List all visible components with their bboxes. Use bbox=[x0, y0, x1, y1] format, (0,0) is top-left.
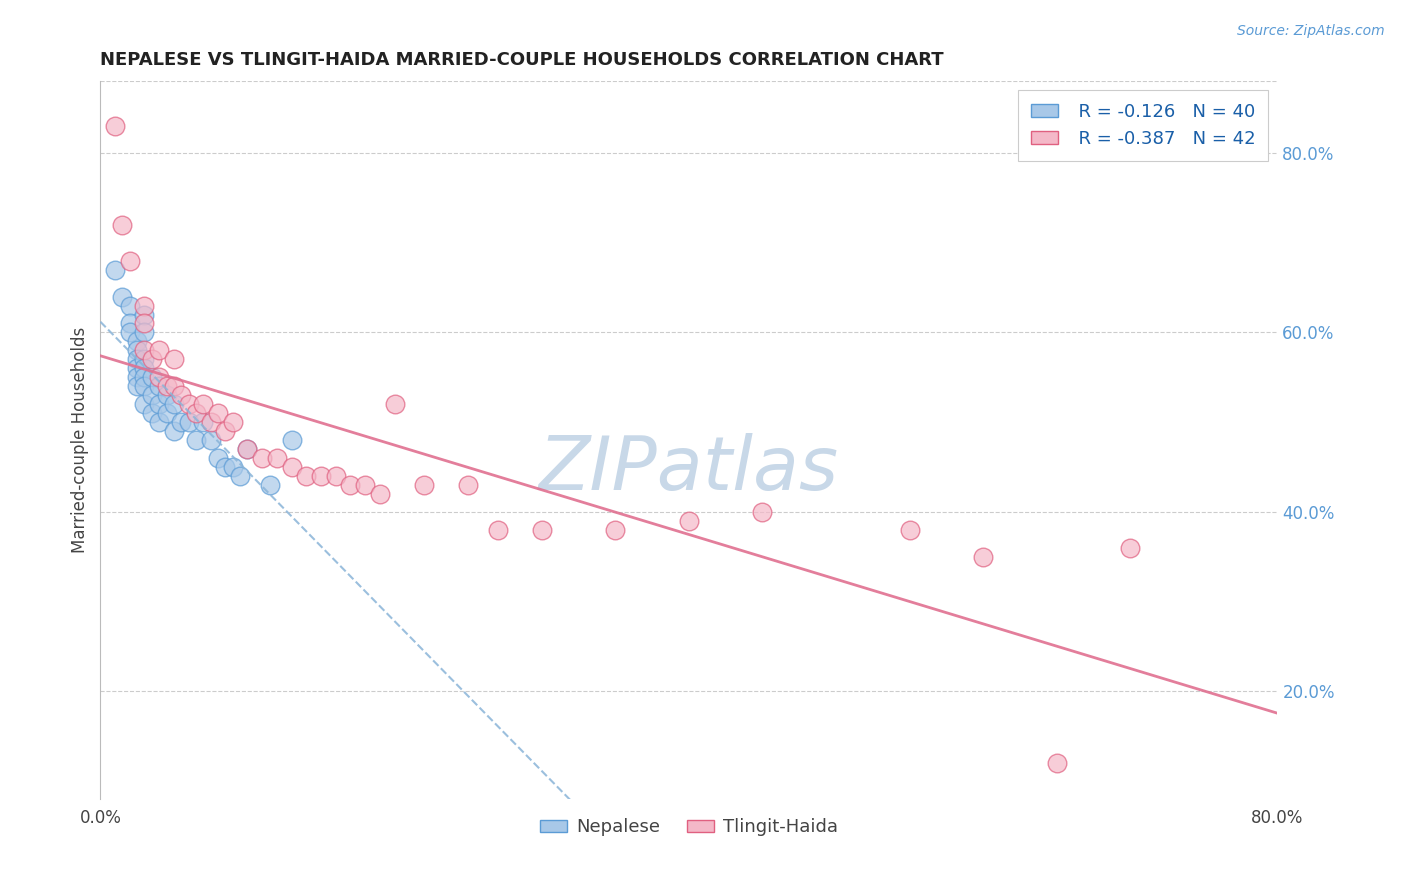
Point bbox=[184, 406, 207, 420]
Point bbox=[222, 460, 245, 475]
Point bbox=[170, 388, 193, 402]
Point bbox=[141, 370, 163, 384]
Point bbox=[163, 424, 186, 438]
Point bbox=[207, 450, 229, 465]
Point bbox=[309, 469, 332, 483]
Y-axis label: Married-couple Households: Married-couple Households bbox=[72, 327, 89, 553]
Point bbox=[134, 308, 156, 322]
Point bbox=[134, 317, 156, 331]
Point bbox=[200, 415, 222, 429]
Point bbox=[177, 397, 200, 411]
Point bbox=[104, 262, 127, 277]
Point bbox=[111, 290, 134, 304]
Point bbox=[148, 343, 170, 358]
Point bbox=[118, 317, 141, 331]
Point bbox=[170, 415, 193, 429]
Point bbox=[1046, 756, 1069, 770]
Point bbox=[193, 397, 215, 411]
Point bbox=[250, 450, 273, 465]
Text: NEPALESE VS TLINGIT-HAIDA MARRIED-COUPLE HOUSEHOLDS CORRELATION CHART: NEPALESE VS TLINGIT-HAIDA MARRIED-COUPLE… bbox=[100, 51, 943, 69]
Point bbox=[163, 397, 186, 411]
Point bbox=[368, 487, 391, 501]
Point bbox=[148, 415, 170, 429]
Point bbox=[141, 352, 163, 367]
Point bbox=[127, 379, 149, 393]
Legend: Nepalese, Tlingit-Haida: Nepalese, Tlingit-Haida bbox=[533, 811, 845, 844]
Point bbox=[127, 370, 149, 384]
Point bbox=[118, 326, 141, 340]
Point bbox=[134, 326, 156, 340]
Point bbox=[134, 299, 156, 313]
Point bbox=[134, 370, 156, 384]
Point bbox=[141, 406, 163, 420]
Point bbox=[134, 397, 156, 411]
Point bbox=[163, 352, 186, 367]
Point bbox=[155, 379, 177, 393]
Point bbox=[148, 379, 170, 393]
Point bbox=[280, 433, 302, 447]
Point bbox=[259, 478, 281, 492]
Point bbox=[148, 397, 170, 411]
Point bbox=[266, 450, 288, 465]
Point bbox=[457, 478, 479, 492]
Point bbox=[354, 478, 377, 492]
Point bbox=[111, 218, 134, 232]
Point bbox=[127, 334, 149, 349]
Point bbox=[155, 388, 177, 402]
Point bbox=[325, 469, 347, 483]
Point bbox=[127, 352, 149, 367]
Point bbox=[207, 406, 229, 420]
Point bbox=[104, 119, 127, 133]
Point bbox=[972, 549, 994, 564]
Point bbox=[163, 379, 186, 393]
Point bbox=[134, 379, 156, 393]
Point bbox=[530, 523, 553, 537]
Point bbox=[339, 478, 361, 492]
Point bbox=[127, 343, 149, 358]
Point bbox=[214, 460, 236, 475]
Point bbox=[141, 388, 163, 402]
Point bbox=[155, 406, 177, 420]
Point bbox=[280, 460, 302, 475]
Point bbox=[200, 433, 222, 447]
Text: Source: ZipAtlas.com: Source: ZipAtlas.com bbox=[1237, 24, 1385, 38]
Point bbox=[148, 370, 170, 384]
Point bbox=[898, 523, 921, 537]
Point bbox=[678, 514, 700, 528]
Point bbox=[193, 415, 215, 429]
Point bbox=[486, 523, 509, 537]
Point bbox=[134, 343, 156, 358]
Point bbox=[413, 478, 436, 492]
Point bbox=[751, 505, 773, 519]
Point bbox=[184, 433, 207, 447]
Point bbox=[605, 523, 627, 537]
Point bbox=[214, 424, 236, 438]
Point bbox=[118, 299, 141, 313]
Point bbox=[236, 442, 259, 456]
Point bbox=[177, 415, 200, 429]
Point bbox=[118, 253, 141, 268]
Point bbox=[134, 352, 156, 367]
Text: ZIP​atlas: ZIP​atlas bbox=[538, 433, 839, 505]
Point bbox=[384, 397, 406, 411]
Point bbox=[134, 361, 156, 376]
Point bbox=[1119, 541, 1142, 555]
Point bbox=[229, 469, 252, 483]
Point bbox=[295, 469, 318, 483]
Point bbox=[222, 415, 245, 429]
Point bbox=[127, 361, 149, 376]
Point bbox=[236, 442, 259, 456]
